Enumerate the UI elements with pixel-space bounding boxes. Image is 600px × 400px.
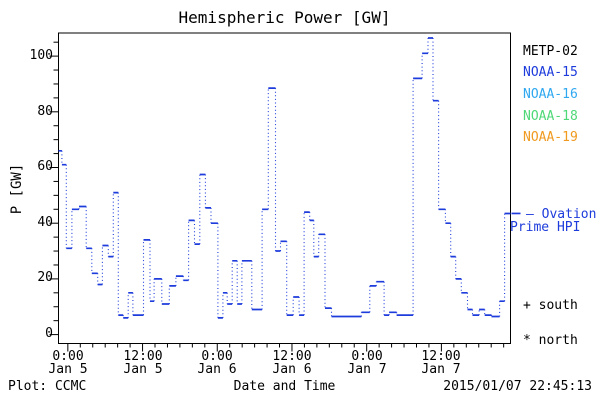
x-axis-tick-label: 0:00 Jan 7 [347, 349, 387, 377]
legend-item-noaa-15: NOAA-15 [523, 65, 578, 80]
hpi-step-series [58, 37, 511, 319]
legend-item-noaa-16: NOAA-16 [523, 87, 578, 102]
north-symbol-label: * north [523, 333, 578, 348]
x-axis-tick-label: 12:00 Jan 7 [421, 349, 461, 377]
chart-title: Hemispheric Power [GW] [178, 8, 391, 27]
y-axis-tick-label: 100 [29, 48, 53, 63]
x-axis-tick-label: 0:00 Jan 6 [197, 349, 237, 377]
legend-item-noaa-19: NOAA-19 [523, 130, 578, 145]
y-axis-tick-label: 80 [37, 104, 53, 119]
x-axis-tick-label: 0:00 Jan 5 [48, 349, 88, 377]
y-axis-tick-label: 40 [37, 215, 53, 230]
y-axis-tick-label: 60 [37, 159, 53, 174]
legend-item-metp-02: METP-02 [523, 44, 578, 59]
y-axis-tick-label: 0 [45, 326, 53, 341]
south-symbol-label: + south [523, 298, 578, 313]
ovation-label-line1: — Ovation [526, 207, 597, 222]
timestamp: 2015/01/07 22:45:13 [443, 379, 592, 394]
x-axis-tick-label: 12:00 Jan 6 [272, 349, 312, 377]
y-axis-tick-label: 20 [37, 270, 53, 285]
x-axis-tick-label: 12:00 Jan 5 [123, 349, 163, 377]
legend-item-noaa-18: NOAA-18 [523, 109, 578, 124]
x-axis-title: Date and Time [233, 379, 336, 394]
plot-credit: Plot: CCMC [8, 379, 87, 394]
ovation-label-line2: Prime HPI [510, 220, 581, 235]
